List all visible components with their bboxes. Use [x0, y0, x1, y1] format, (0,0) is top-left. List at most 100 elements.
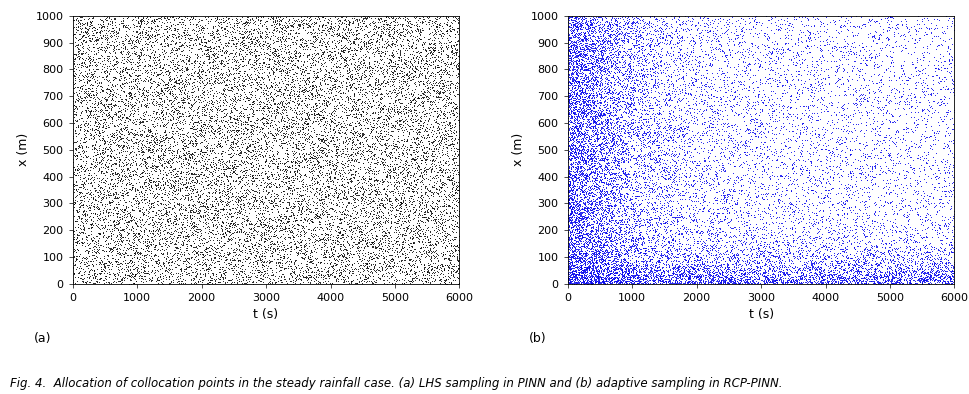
Point [933, 225, 949, 231]
Point [322, 86, 337, 92]
Point [560, 16, 576, 22]
Point [688, 101, 703, 108]
Point [583, 107, 599, 113]
Point [574, 89, 589, 95]
Point [121, 37, 137, 43]
Point [262, 164, 277, 170]
Point [296, 244, 311, 250]
Point [376, 160, 391, 167]
Point [440, 130, 455, 137]
Point [257, 159, 272, 165]
Point [946, 91, 961, 98]
Point [915, 276, 930, 282]
Point [418, 159, 433, 165]
Point [421, 217, 436, 223]
Point [322, 121, 337, 127]
Point [845, 272, 860, 278]
Point [149, 208, 165, 215]
Point [359, 264, 375, 271]
Point [230, 24, 245, 30]
Point [569, 125, 584, 131]
Point [262, 130, 277, 136]
Point [569, 95, 584, 101]
Point [687, 217, 703, 223]
Point [154, 243, 170, 249]
Point [599, 165, 614, 172]
Point [752, 143, 767, 149]
Point [583, 103, 599, 109]
Point [894, 21, 910, 27]
Point [239, 186, 255, 192]
Point [304, 56, 320, 62]
Point [184, 114, 200, 121]
Point [395, 238, 411, 245]
Point [177, 95, 193, 101]
Point [125, 103, 141, 109]
Point [592, 176, 608, 182]
Point [281, 225, 297, 231]
Point [384, 279, 399, 286]
Point [712, 198, 728, 204]
Point [928, 261, 944, 267]
Point [369, 221, 385, 227]
Point [325, 237, 340, 243]
Point [413, 32, 428, 38]
Point [352, 192, 367, 198]
Point [179, 43, 195, 49]
Point [206, 215, 222, 221]
Point [305, 257, 321, 263]
Point [78, 25, 93, 32]
Point [398, 147, 414, 154]
Point [593, 179, 609, 186]
Point [784, 120, 799, 126]
Point [347, 157, 362, 164]
Point [360, 175, 376, 182]
Point [946, 277, 961, 283]
Point [622, 124, 638, 130]
Point [406, 100, 422, 106]
Point [245, 281, 261, 287]
Point [309, 210, 325, 216]
Point [421, 97, 436, 104]
Point [441, 120, 456, 126]
Point [294, 178, 309, 184]
Point [738, 187, 754, 193]
Point [355, 102, 370, 108]
Point [199, 81, 214, 87]
Point [661, 264, 676, 270]
Point [926, 65, 942, 71]
Point [652, 54, 668, 60]
Point [803, 119, 819, 125]
Point [568, 95, 583, 101]
Point [371, 13, 387, 19]
Point [195, 237, 210, 243]
Point [590, 250, 606, 256]
Point [246, 43, 262, 50]
Point [315, 195, 330, 202]
Point [151, 158, 167, 165]
Point [121, 145, 137, 151]
Point [692, 278, 707, 284]
Point [211, 135, 227, 141]
Point [776, 253, 792, 259]
Point [570, 165, 585, 171]
Point [281, 199, 297, 206]
Point [866, 59, 882, 66]
Point [849, 248, 864, 254]
Point [98, 123, 113, 129]
Point [176, 228, 192, 234]
Point [639, 209, 654, 216]
Point [207, 75, 223, 82]
Point [606, 120, 621, 126]
Point [331, 20, 347, 26]
Point [930, 277, 946, 283]
Point [221, 71, 236, 78]
Point [230, 174, 245, 180]
Point [873, 76, 889, 82]
Point [620, 272, 636, 278]
Point [110, 266, 126, 272]
Point [808, 204, 824, 211]
Point [915, 273, 930, 280]
Point [176, 84, 192, 90]
Point [196, 68, 211, 74]
